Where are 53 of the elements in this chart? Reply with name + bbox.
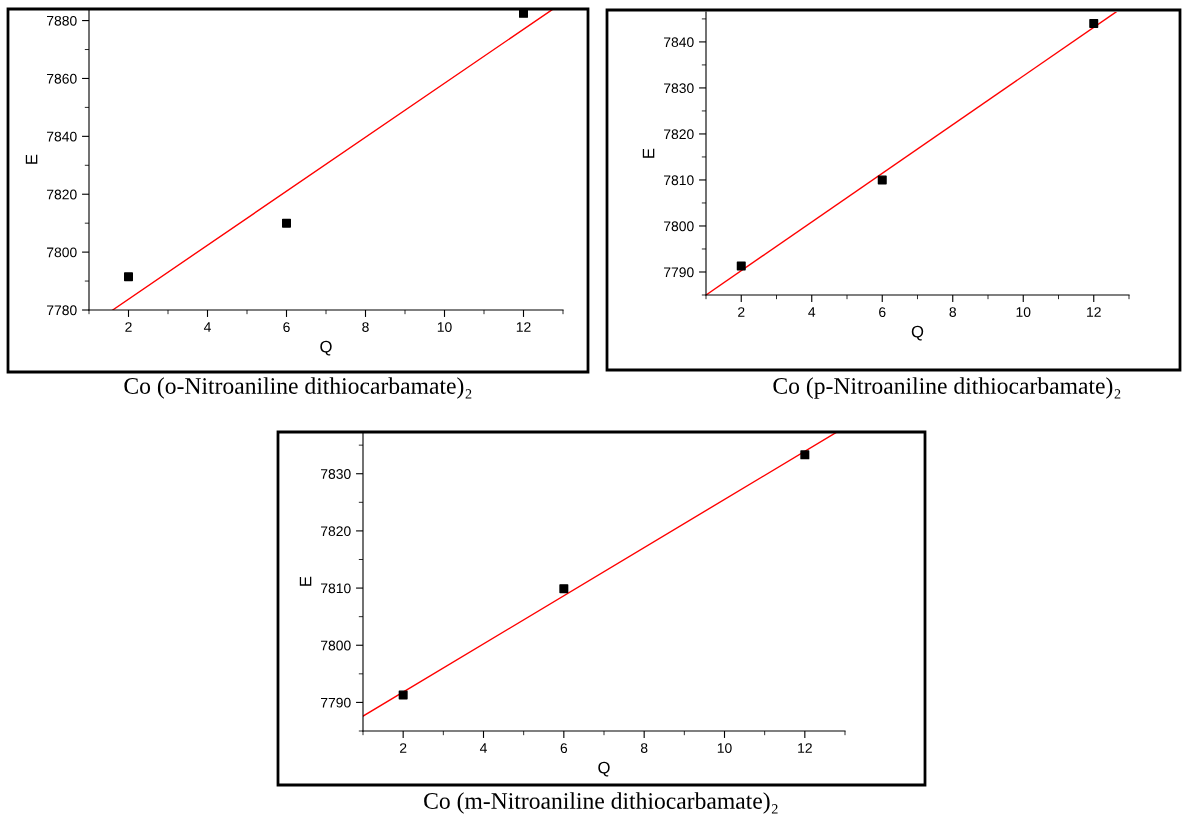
y-tick-label: 7820 (47, 189, 77, 200)
x-tick-label: 6 (879, 307, 886, 318)
x-tick-label: 2 (400, 743, 407, 753)
point (519, 9, 528, 18)
y-axis-title: E (299, 576, 312, 586)
point (398, 690, 408, 700)
y-tick-label: 7840 (664, 37, 694, 48)
x-tick-label: 12 (1087, 307, 1101, 317)
y-tick-label: 7840 (47, 131, 77, 142)
point (282, 218, 291, 228)
y-tick-label: 7880 (47, 15, 77, 26)
x-tick-label: 4 (479, 743, 487, 753)
point (800, 450, 810, 460)
x-tick-label: 10 (437, 322, 452, 333)
y-tick-label: 7780 (47, 305, 77, 316)
y-axis-title: E (25, 154, 38, 164)
y-tick-label: 7800 (47, 247, 77, 258)
x-axis-title: Q (320, 340, 332, 356)
text: Co (p-Nitroaniline dithiocarbamate)₂ (773, 377, 1121, 399)
x-tick-label: 4 (808, 307, 816, 317)
x-axis-title: Q (598, 761, 610, 777)
y-tick-label: 7820 (664, 129, 694, 140)
x-tick-label: 12 (798, 743, 812, 753)
x-tick-label: 2 (738, 307, 745, 317)
point (559, 584, 569, 594)
y-tick-label: 7810 (321, 583, 351, 594)
point (736, 261, 746, 271)
y-axis-title: E (642, 148, 655, 158)
y-tick-label: 7820 (321, 526, 351, 537)
y-tick-label: 7800 (664, 221, 694, 232)
x-tick-label: 12 (516, 322, 531, 332)
point (877, 175, 887, 185)
y-tick-label: 7830 (321, 469, 351, 479)
x-tick-label: 10 (717, 743, 732, 754)
text: Co (m-Nitroaniline dithiocarbamate)₂ (424, 792, 778, 814)
x-tick-label: 10 (1016, 307, 1031, 318)
x-tick-label: 2 (125, 322, 132, 332)
x-tick-label: 6 (560, 743, 568, 754)
y-tick-label: 7830 (664, 83, 694, 94)
x-tick-label: 8 (362, 322, 369, 333)
x-tick-label: 6 (283, 322, 290, 333)
y-tick-label: 7810 (664, 175, 694, 186)
y-tick-label: 7800 (321, 640, 351, 651)
x-axis-title: Q (911, 325, 924, 341)
text: Co (o-Nitroaniline dithiocarbamate)₂ (124, 377, 472, 399)
point (1089, 19, 1099, 29)
x-tick-label: 8 (640, 743, 648, 754)
x-tick-label: 8 (949, 307, 957, 318)
x-tick-label: 4 (203, 322, 211, 332)
point (124, 272, 133, 282)
y-tick-label: 7790 (321, 697, 351, 708)
y-tick-label: 7860 (47, 73, 77, 84)
y-tick-label: 7790 (664, 267, 694, 278)
